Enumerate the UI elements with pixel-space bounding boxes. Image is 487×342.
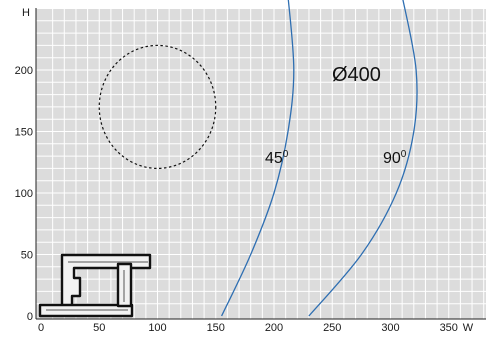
y-tick-label: 100 bbox=[15, 188, 33, 200]
y-axis-label: H bbox=[22, 7, 30, 19]
plot-area bbox=[36, 8, 486, 319]
angle-45-label-degree: 0 bbox=[283, 149, 289, 160]
y-tick-label: 200 bbox=[15, 65, 33, 77]
diameter-label: Ø400 bbox=[332, 64, 381, 86]
angle-90-label-degree: 0 bbox=[401, 149, 407, 160]
angle-45-label-number: 45 bbox=[265, 150, 283, 167]
curve-90 bbox=[308, 0, 418, 317]
curve-45 bbox=[221, 0, 295, 317]
angle-90-label: 900 bbox=[383, 149, 407, 167]
x-tick-label: 200 bbox=[265, 322, 283, 334]
x-tick-label: 150 bbox=[207, 322, 225, 334]
angle-90-label-number: 90 bbox=[383, 150, 401, 167]
angle-45-label: 450 bbox=[265, 149, 289, 167]
x-tick-label: 0 bbox=[38, 322, 44, 334]
y-tick-label: 0 bbox=[27, 311, 33, 323]
x-tick-label: 50 bbox=[93, 322, 105, 334]
tick-labels: 0 50 100 150 200 250 300 350 0 50 100 150 200 bbox=[15, 65, 458, 334]
window-profile-cross-section-icon bbox=[38, 253, 152, 318]
x-tick-label: 100 bbox=[148, 322, 166, 334]
dashed-circle-outline bbox=[98, 44, 217, 170]
series bbox=[221, 0, 418, 317]
grid bbox=[36, 8, 486, 319]
dashed-circle bbox=[98, 44, 217, 170]
y-tick-label: 50 bbox=[21, 250, 33, 262]
x-tick-label: 300 bbox=[381, 322, 399, 334]
y-tick-label: 150 bbox=[15, 127, 33, 139]
x-tick-label: 250 bbox=[323, 322, 341, 334]
x-tick-label: 350 bbox=[440, 322, 458, 334]
x-axis-label: W bbox=[463, 322, 474, 334]
